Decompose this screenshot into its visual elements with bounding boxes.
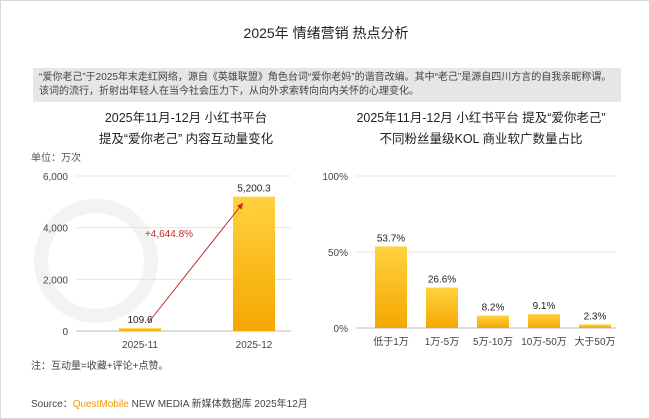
y-tick-label: 6,000 [43, 172, 68, 183]
bar-2025-11 [119, 328, 161, 331]
data-label: 9.1% [533, 301, 556, 312]
y-tick-label: 2,000 [43, 275, 68, 286]
right-chart-title-2: 不同粉丝量级KOL 商业软广数量占比 [379, 132, 583, 146]
left-chart-title-1: 2025年11月-12月 小红书平台 [104, 111, 268, 125]
x-tick-label: 2025-12 [236, 340, 273, 351]
source-rest: NEW MEDIA 新媒体数据库 2025年12月 [128, 399, 308, 410]
source: Source：QuestMobile NEW MEDIA 新媒体数据库 2025… [31, 395, 308, 410]
y-tick-label: 4,000 [43, 224, 68, 235]
growth-annotation: +4,644.8% [145, 229, 193, 240]
x-tick-label: 大于50万 [574, 335, 615, 348]
y-tick-label: 50% [328, 248, 348, 259]
data-label: 109.6 [127, 315, 152, 326]
x-tick-label: 1万-5万 [425, 337, 459, 348]
data-label: 26.6% [428, 275, 456, 286]
bar-10万-50万 [528, 314, 560, 328]
right-chart-title-1: 2025年11月-12月 小红书平台 提及“爱你老己” [356, 111, 606, 125]
source-prefix: Source： [31, 399, 73, 410]
bar-1万-5万 [426, 287, 458, 328]
data-label: 53.7% [377, 233, 405, 244]
x-tick-label: 低于1万 [373, 335, 409, 348]
bar-大于50万 [579, 324, 611, 328]
page-title: 2025年 情绪营销 热点分析 [243, 25, 409, 41]
intro-text: “爱你老己”于2025年末走红网络，源自《英雄联盟》角色台词“爱你老妈”的谐音改… [33, 68, 621, 102]
y-tick-label: 100% [322, 172, 348, 183]
note: 注：互动量=收藏+评论+点赞。 [31, 361, 169, 372]
bar-低于1万 [375, 246, 407, 328]
bar-5万-10万 [477, 315, 509, 328]
unit-label: 单位：万次 [31, 153, 81, 164]
bar-2025-12 [233, 196, 275, 331]
watermark-logo [34, 199, 158, 323]
y-tick-label: 0% [334, 324, 349, 335]
x-tick-label: 2025-11 [122, 340, 158, 351]
data-label: 8.2% [482, 303, 505, 314]
data-label: 2.3% [584, 312, 607, 323]
x-tick-label: 5万-10万 [473, 337, 513, 348]
growth-arrow [147, 202, 244, 324]
data-label: 5,200.3 [237, 184, 271, 195]
x-tick-label: 10万-50万 [521, 337, 567, 348]
y-tick-label: 0 [62, 327, 68, 338]
left-chart-title-2: 提及“爱你老己” 内容互动量变化 [98, 132, 274, 146]
source-brand: QuestMobile [72, 399, 129, 410]
